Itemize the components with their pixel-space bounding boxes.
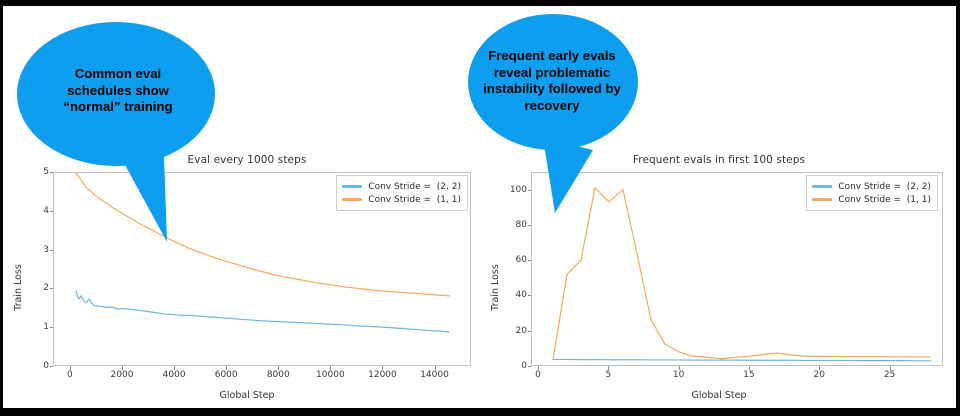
series-line-1 bbox=[553, 188, 931, 360]
x-tick-label: 8000 bbox=[266, 370, 290, 380]
y-tick-mark bbox=[49, 366, 53, 367]
x-tick-mark bbox=[434, 366, 436, 370]
y-tick-mark bbox=[527, 189, 531, 191]
y-tick-label: 40 bbox=[515, 290, 527, 301]
series-line-0 bbox=[76, 291, 449, 332]
y-tick-label: 80 bbox=[515, 219, 527, 230]
callout-line: “normal” training bbox=[63, 99, 173, 115]
y-tick-label: 1 bbox=[43, 322, 49, 333]
x-tick-label: 14000 bbox=[420, 370, 449, 380]
x-tick-label: 25 bbox=[883, 370, 896, 380]
legend-swatch-stride-2-2 bbox=[342, 185, 363, 188]
x-tick-label: 0 bbox=[67, 370, 73, 380]
legend-label: Conv Stride = (2, 2) bbox=[368, 181, 461, 192]
x-tick-mark bbox=[608, 366, 610, 370]
legend-label: Conv Stride = (1, 1) bbox=[838, 194, 931, 205]
y-tick-mark bbox=[527, 260, 531, 262]
x-axis-label-right: Global Step bbox=[691, 390, 747, 401]
x-tick-mark bbox=[678, 366, 680, 370]
x-tick-label: 10 bbox=[672, 370, 685, 380]
y-tick-label: 20 bbox=[515, 325, 527, 336]
x-tick-mark bbox=[226, 366, 228, 370]
legend-item[interactable]: Conv Stride = (2, 2) bbox=[342, 180, 461, 193]
y-tick-label: 2 bbox=[43, 283, 49, 294]
chart-title-left: Eval every 1000 steps bbox=[187, 154, 307, 166]
y-tick-label: 100 bbox=[509, 184, 527, 195]
callout-line: Common eval bbox=[74, 66, 162, 81]
y-tick-mark bbox=[49, 249, 53, 251]
x-tick-mark bbox=[330, 366, 332, 370]
x-tick-mark bbox=[889, 366, 891, 370]
x-tick-mark bbox=[748, 366, 750, 370]
legend-label: Conv Stride = (1, 1) bbox=[368, 194, 461, 205]
y-tick-mark bbox=[49, 210, 53, 212]
callout-text-left: Common eval schedules show “normal” trai… bbox=[39, 66, 197, 116]
x-tick-label: 4000 bbox=[162, 370, 186, 380]
x-tick-mark bbox=[69, 366, 71, 370]
x-axis-label-left: Global Step bbox=[219, 390, 275, 401]
legend-swatch-stride-1-1 bbox=[812, 198, 833, 201]
x-tick-label: 12000 bbox=[368, 370, 397, 380]
callout-line: Frequent early evals bbox=[488, 48, 616, 63]
figure-canvas: Eval every 1000 steps Train Loss Global … bbox=[3, 6, 956, 408]
y-tick-label: 5 bbox=[43, 167, 49, 177]
y-tick-mark bbox=[527, 224, 531, 226]
legend-label: Conv Stride = (2, 2) bbox=[838, 181, 931, 192]
y-tick-label: 60 bbox=[515, 255, 527, 266]
callout-text-right: Frequent early evals reveal problematic … bbox=[461, 48, 643, 115]
callout-line: recovery bbox=[524, 97, 580, 113]
x-tick-label: 5 bbox=[605, 370, 612, 380]
callout-line: instability followed by bbox=[483, 81, 621, 97]
legend-item[interactable]: Conv Stride = (1, 1) bbox=[342, 193, 461, 206]
plot-lines-left bbox=[54, 173, 470, 365]
x-tick-mark bbox=[819, 366, 821, 370]
y-tick-label: 0 bbox=[521, 361, 527, 371]
y-tick-mark bbox=[49, 327, 53, 329]
callout-bubble-left: Common eval schedules show “normal” trai… bbox=[15, 14, 245, 254]
y-tick-mark bbox=[49, 288, 53, 290]
y-tick-label: 4 bbox=[43, 205, 49, 216]
x-tick-label: 10000 bbox=[316, 370, 345, 380]
legend-left[interactable]: Conv Stride = (2, 2) Conv Stride = (1, 1… bbox=[336, 175, 468, 211]
y-axis-label-right: Train Loss bbox=[489, 264, 501, 311]
legend-item[interactable]: Conv Stride = (1, 1) bbox=[812, 193, 931, 206]
callout-line: schedules show bbox=[67, 82, 169, 98]
x-tick-label: 6000 bbox=[214, 370, 238, 380]
x-tick-mark bbox=[174, 366, 176, 370]
series-line-1 bbox=[76, 173, 449, 296]
y-tick-mark bbox=[49, 172, 53, 173]
y-axis-label-left: Train Loss bbox=[12, 264, 24, 311]
legend-right[interactable]: Conv Stride = (2, 2) Conv Stride = (1, 1… bbox=[806, 175, 938, 211]
legend-item[interactable]: Conv Stride = (2, 2) bbox=[812, 180, 931, 193]
x-tick-mark bbox=[278, 366, 280, 370]
legend-swatch-stride-2-2 bbox=[812, 185, 833, 188]
chart-frequent-evals-first-100-steps: Frequent evals in first 100 steps Train … bbox=[485, 154, 953, 402]
legend-swatch-stride-1-1 bbox=[342, 198, 363, 201]
callout-shape-right-icon bbox=[468, 14, 638, 213]
callout-shape-left-icon bbox=[17, 22, 215, 242]
x-tick-label: 0 bbox=[535, 370, 541, 380]
x-tick-mark bbox=[538, 366, 540, 370]
callout-bubble-right: Frequent early evals reveal problematic … bbox=[443, 10, 663, 240]
series-line-0 bbox=[553, 359, 931, 360]
x-tick-label: 15 bbox=[743, 370, 755, 380]
callout-line: reveal problematic bbox=[493, 64, 611, 80]
chart-eval-every-1000-steps: Eval every 1000 steps Train Loss Global … bbox=[11, 154, 483, 402]
y-tick-label: 0 bbox=[43, 361, 49, 371]
y-tick-mark bbox=[527, 366, 531, 367]
x-tick-mark bbox=[382, 366, 384, 370]
chart-title-right: Frequent evals in first 100 steps bbox=[632, 154, 806, 166]
y-tick-mark bbox=[527, 330, 531, 332]
x-tick-label: 2000 bbox=[110, 370, 134, 380]
y-tick-label: 3 bbox=[43, 244, 49, 255]
y-tick-mark bbox=[527, 295, 531, 297]
plot-lines-right bbox=[532, 173, 942, 365]
x-tick-mark bbox=[122, 366, 123, 370]
x-tick-label: 20 bbox=[813, 370, 825, 380]
